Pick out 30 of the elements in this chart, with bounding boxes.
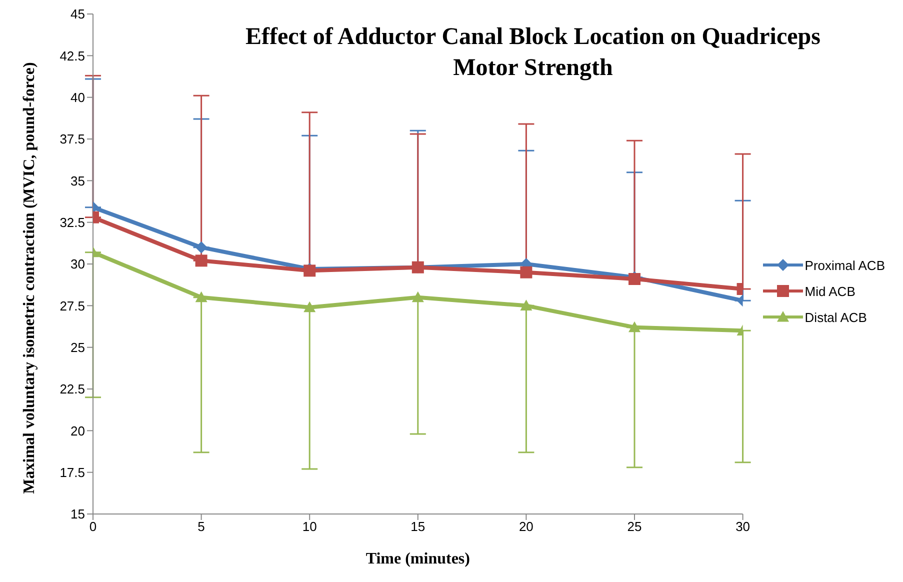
y-tick-label: 32.5	[60, 214, 85, 230]
x-tick-label: 30	[736, 519, 750, 534]
y-tick-label: 22.5	[60, 382, 85, 397]
y-tick-label: 25	[70, 340, 85, 355]
x-tick-label: 15	[410, 519, 426, 534]
y-tick-label: 20	[70, 423, 85, 438]
legend-label: Proximal ACB	[804, 258, 885, 272]
y-tick-label: 27.5	[60, 298, 85, 314]
y-tick-label: 42.5	[60, 48, 85, 64]
y-tick-label: 35	[70, 173, 85, 188]
y-tick-label: 45	[70, 6, 85, 22]
point	[520, 266, 532, 278]
point	[520, 300, 532, 310]
y-tick-label: 17.5	[60, 464, 85, 480]
point	[304, 301, 316, 312]
x-tick-label: 5	[198, 519, 205, 534]
y-tick-label: 15	[70, 506, 85, 522]
legend-label: Distal ACB	[804, 310, 867, 324]
x-tick-label: 20	[518, 519, 534, 534]
point	[412, 291, 424, 302]
x-tick-label: 0	[89, 519, 97, 534]
y-tick-label: 40	[70, 90, 85, 105]
y-axis-title: Maximal voluntary isometric contraction (MVIC, pound-force)	[20, 61, 39, 496]
x-tick-label: 25	[627, 519, 642, 534]
text: Effect of Adductor Canal Block Location on Quadriceps Motor Strength	[244, 23, 822, 83]
y-tick-label: 30	[70, 256, 85, 272]
legend-label: Mid ACB	[804, 284, 856, 298]
x-axis-title: Time (minutes)	[366, 550, 470, 568]
x-tick-label: 10	[302, 519, 317, 534]
y-tick-label: 37.5	[60, 132, 85, 147]
